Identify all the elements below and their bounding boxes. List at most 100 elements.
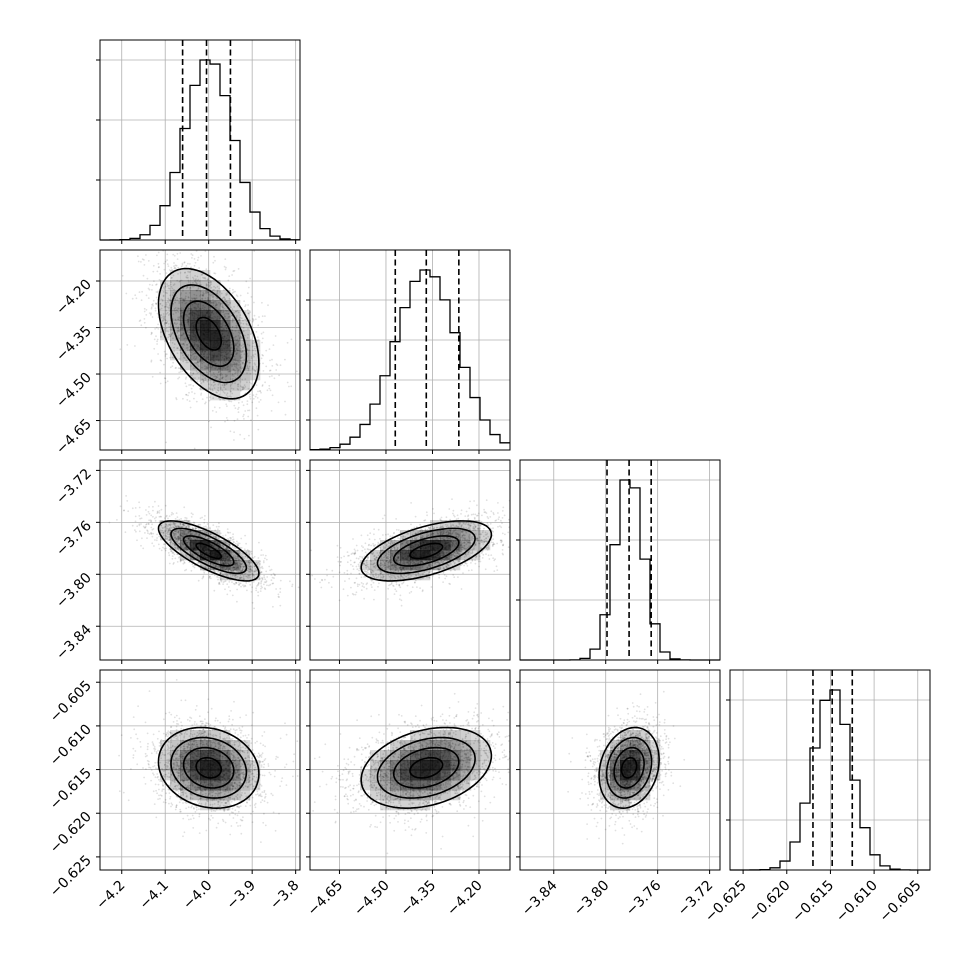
scatter-point — [155, 326, 158, 329]
scatter-point — [177, 227, 179, 229]
density-cell — [220, 370, 231, 381]
scatter-point — [233, 566, 235, 569]
scatter-point — [177, 316, 180, 319]
scatter-point — [244, 305, 247, 308]
scatter-point — [228, 400, 231, 403]
scatter-point — [207, 363, 210, 366]
scatter-point — [150, 532, 153, 534]
density-cell — [250, 340, 261, 351]
scatter-point — [150, 520, 152, 523]
scatter-point — [493, 543, 496, 545]
scatter-point — [152, 505, 154, 508]
scatter-point — [205, 291, 208, 294]
scatter-point — [224, 540, 226, 543]
scatter-point — [279, 587, 282, 590]
scatter-point — [156, 291, 159, 294]
scatter-point — [257, 390, 259, 393]
scatter-point — [201, 362, 204, 365]
scatter-point — [162, 532, 165, 534]
scatter-point — [208, 575, 211, 578]
scatter-point — [175, 397, 178, 399]
scatter-point — [176, 540, 179, 543]
scatter-point — [241, 350, 244, 353]
scatter-point — [178, 525, 181, 528]
scatter-point — [187, 520, 190, 523]
scatter-point — [172, 291, 175, 294]
scatter-point — [235, 564, 237, 567]
scatter-point — [222, 544, 225, 547]
scatter-point — [210, 426, 213, 429]
scatter-point — [150, 306, 153, 309]
scatter-point — [152, 509, 154, 512]
scatter-point — [201, 577, 204, 580]
scatter-point — [177, 548, 179, 550]
scatter-point — [171, 276, 173, 279]
scatter-point — [249, 333, 252, 335]
scatter-point — [164, 537, 167, 540]
scatter-point — [248, 565, 250, 568]
scatter-point — [261, 385, 264, 387]
scatter-point — [264, 557, 266, 560]
scatter-point — [246, 367, 249, 369]
scatter-point — [181, 346, 184, 348]
scatter-point — [232, 566, 235, 569]
scatter-point — [210, 283, 213, 285]
scatter-point — [156, 533, 159, 536]
scatter-point — [167, 525, 169, 528]
scatter-point — [213, 406, 216, 409]
scatter-point — [251, 586, 254, 589]
scatter-point — [134, 294, 137, 297]
scatter-point — [240, 344, 243, 347]
scatter-point — [192, 282, 194, 284]
scatter-point — [223, 307, 226, 310]
scatter-point — [164, 322, 167, 324]
scatter-point — [189, 357, 192, 359]
scatter-point — [235, 559, 238, 562]
scatter-point — [236, 315, 238, 317]
scatter-point — [176, 561, 179, 563]
scatter-point — [243, 387, 246, 390]
scatter-point — [200, 394, 202, 396]
scatter-point — [275, 369, 278, 371]
scatter-point — [256, 340, 259, 342]
scatter-point — [165, 272, 168, 274]
scatter-point — [192, 384, 195, 387]
scatter-point — [174, 544, 177, 547]
scatter-point — [247, 561, 249, 563]
scatter-point — [171, 342, 174, 344]
scatter-point — [189, 263, 191, 265]
scatter-point — [171, 557, 174, 560]
scatter-point — [243, 557, 245, 560]
scatter-point — [232, 368, 235, 371]
scatter-point — [174, 319, 177, 321]
scatter-point — [163, 316, 165, 319]
scatter-point — [261, 354, 264, 356]
scatter-point — [169, 294, 172, 297]
scatter-point — [227, 395, 229, 398]
scatter-point — [153, 517, 156, 520]
scatter-point — [231, 326, 234, 328]
scatter-point — [295, 370, 298, 373]
scatter-point — [173, 267, 176, 270]
density-cell — [180, 530, 191, 541]
scatter-point — [236, 561, 239, 564]
density-cell — [210, 560, 221, 571]
scatter-point — [215, 391, 218, 393]
scatter-point — [192, 352, 195, 355]
scatter-point — [236, 388, 239, 390]
scatter-point — [208, 562, 211, 564]
scatter-point — [192, 285, 195, 288]
scatter-point — [228, 370, 231, 373]
scatter-point — [188, 336, 191, 339]
scatter-point — [255, 561, 258, 564]
scatter-point — [206, 367, 209, 370]
scatter-point — [235, 327, 238, 329]
scatter-point — [171, 552, 174, 554]
scatter-point — [177, 307, 180, 310]
scatter-point — [223, 580, 226, 583]
scatter-point — [431, 564, 433, 567]
density-cell — [170, 540, 181, 551]
scatter-point — [189, 350, 192, 353]
scatter-point — [191, 538, 194, 541]
scatter-point — [181, 532, 184, 535]
